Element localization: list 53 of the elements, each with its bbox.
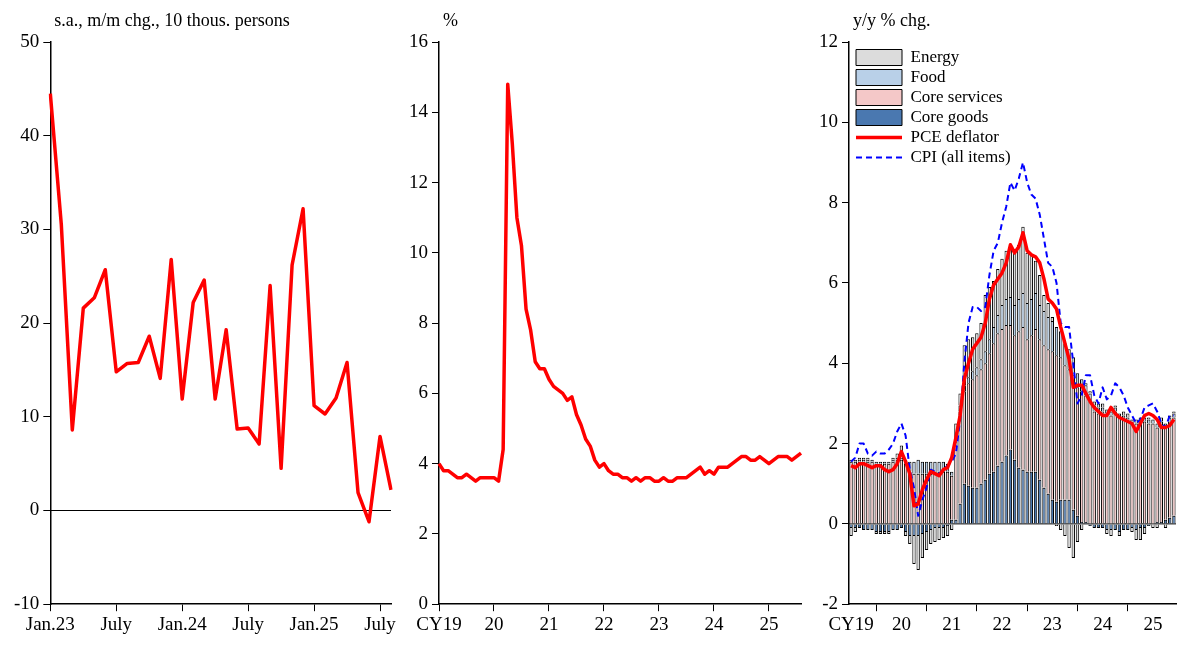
y-tick-label: 16	[409, 29, 428, 51]
y-tick-label: 0	[418, 592, 428, 614]
x-tick-label: July	[100, 612, 133, 634]
x-tick-label: 21	[539, 612, 559, 634]
y-tick-label: 0	[29, 498, 40, 520]
y-axis-title: y/y % chg.	[853, 10, 931, 31]
legend-label: Core goods	[910, 106, 989, 126]
y-axis-title: %	[443, 10, 458, 31]
y-tick-label: 8	[828, 190, 838, 212]
x-tick-label: 23	[1042, 612, 1062, 634]
y-tick-label: 12	[819, 29, 838, 51]
x-tick-label: Jan.23	[25, 612, 75, 634]
y-tick-label: 50	[20, 29, 40, 51]
x-tick-label: 21	[942, 612, 962, 634]
x-tick-label: 25	[759, 612, 779, 634]
x-tick-label: 20	[891, 612, 911, 634]
y-tick-label: -2	[822, 592, 838, 614]
y-axis-title: s.a., m/m chg., 10 thous. persons	[54, 10, 290, 31]
legend-label: CPI (all items)	[910, 146, 1011, 166]
x-tick-label: 22	[992, 612, 1012, 634]
y-tick-label: 2	[828, 431, 838, 453]
y-tick-label: 12	[409, 170, 428, 192]
x-tick-label: Jan.24	[157, 612, 208, 634]
x-tick-label: 24	[704, 612, 724, 634]
x-tick-label: July	[232, 612, 265, 634]
legend-label: PCE deflator	[910, 126, 1000, 146]
y-tick-label: 10	[409, 240, 428, 262]
y-tick-label: 8	[418, 311, 428, 333]
y-tick-label: 0	[828, 511, 838, 533]
x-tick-label: 22	[594, 612, 614, 634]
x-tick-label: 25	[1143, 612, 1163, 634]
x-tick-label: July	[364, 612, 397, 634]
legend-label: Food	[910, 66, 946, 86]
y-tick-label: 10	[819, 110, 838, 132]
y-tick-label: 4	[418, 451, 429, 473]
x-tick-label: CY19	[416, 612, 462, 634]
y-tick-label: 10	[20, 404, 40, 426]
x-tick-label: 24	[1093, 612, 1113, 634]
x-tick-label: 23	[649, 612, 669, 634]
y-tick-label: 40	[20, 123, 40, 145]
y-tick-label: 6	[828, 270, 838, 292]
y-tick-label: 6	[418, 381, 428, 403]
x-tick-label: CY19	[828, 612, 874, 634]
y-tick-label: 4	[828, 351, 839, 373]
y-tick-label: -10	[14, 592, 40, 614]
legend-label: Core services	[910, 86, 1003, 106]
y-tick-label: 2	[418, 521, 428, 543]
y-tick-label: 14	[409, 100, 429, 122]
legend-label: Energy	[910, 46, 960, 66]
y-tick-label: 30	[20, 217, 40, 239]
x-tick-label: Jan.25	[289, 612, 339, 634]
y-tick-label: 20	[20, 311, 40, 333]
x-tick-label: 20	[484, 612, 504, 634]
